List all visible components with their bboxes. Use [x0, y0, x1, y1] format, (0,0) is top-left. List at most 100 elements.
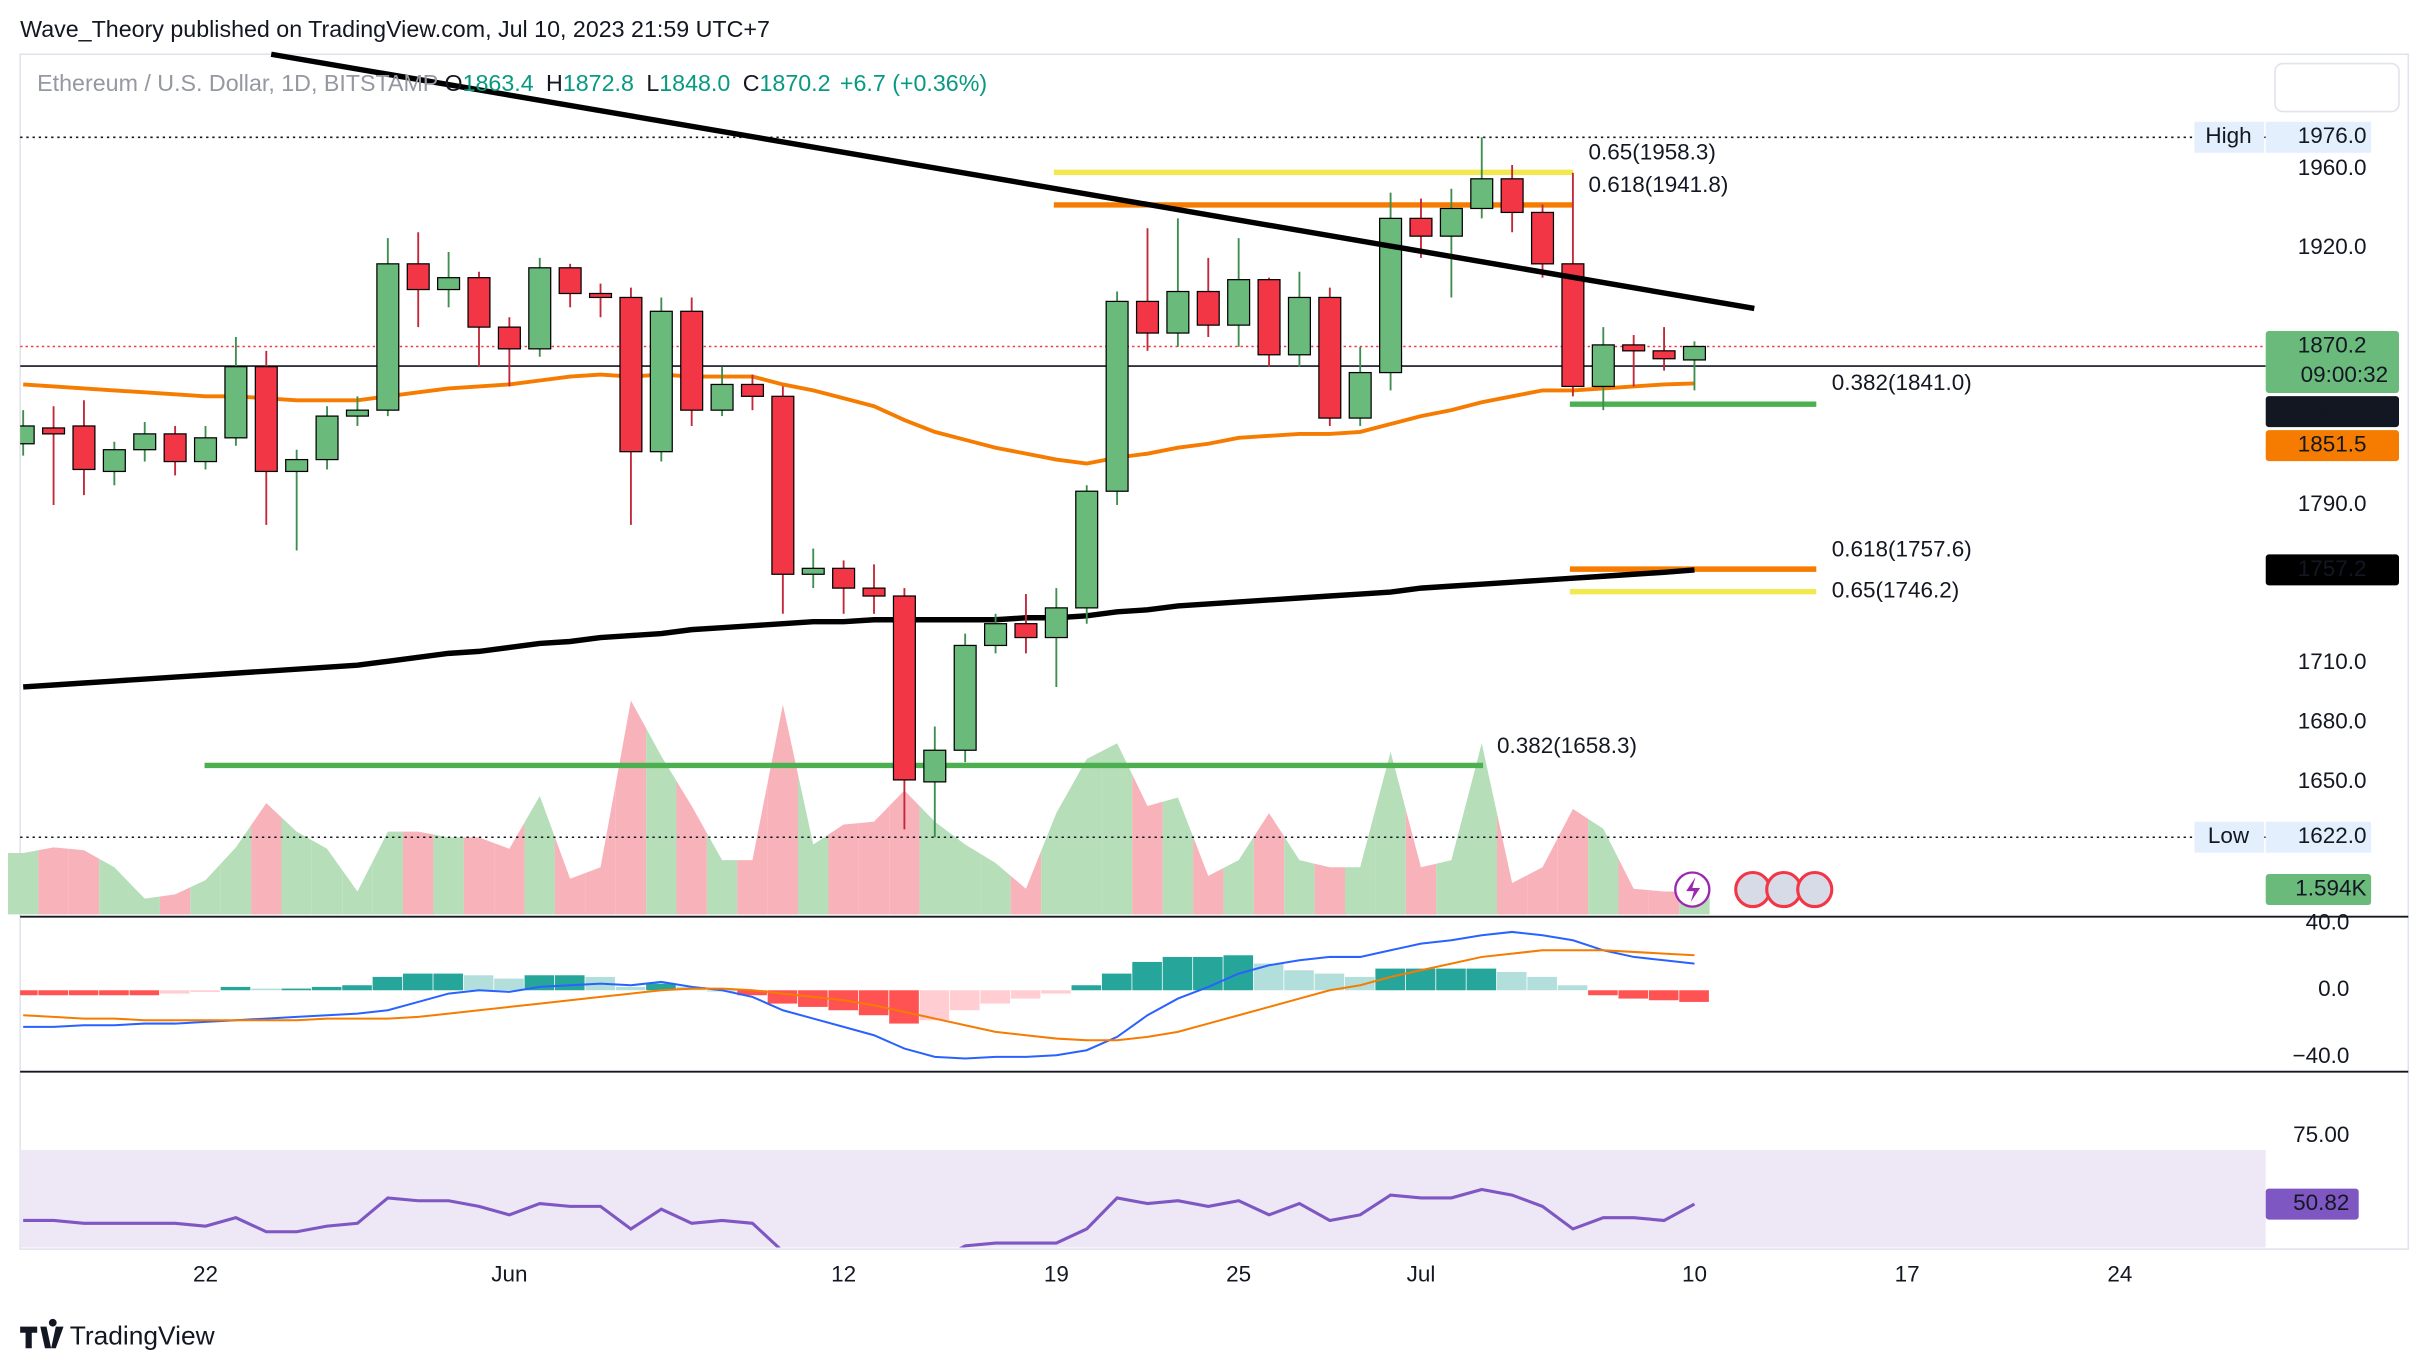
volume-area: [372, 831, 404, 915]
candle-body: [1409, 217, 1433, 237]
volume-area: [463, 837, 495, 915]
ema-line: [23, 372, 1695, 466]
candle-body: [1196, 290, 1220, 326]
candle-body: [801, 567, 825, 575]
level-tag-text: Low: [2208, 823, 2250, 848]
x-tick-label: Jul: [1407, 1261, 1436, 1286]
macd-histogram-bar: [980, 990, 1010, 1004]
volume-area: [919, 805, 950, 915]
macd-histogram-bar: [1375, 968, 1406, 991]
flag-icon[interactable]: [1796, 870, 1834, 909]
trendline: [270, 51, 1755, 312]
volume-area: [554, 837, 586, 915]
rsi-line: [23, 1187, 1696, 1248]
volume-area: [99, 858, 130, 915]
volume-area: [494, 822, 525, 915]
volume-area: [798, 774, 829, 915]
ohlc-key: L: [646, 70, 659, 96]
volume-area: [1375, 751, 1406, 915]
legend: Ethereum / U.S. Dollar, 1D, BITSTAMP O186…: [37, 70, 987, 96]
candle-body: [1622, 344, 1646, 352]
macd-histogram-bar: [1618, 990, 1649, 999]
ohlc-key: C: [743, 70, 760, 96]
volume-area: [706, 833, 738, 915]
candle-body: [345, 409, 369, 417]
volume-area: [1193, 836, 1224, 915]
candle-body: [1500, 178, 1524, 214]
brand-name: TradingView: [70, 1320, 216, 1350]
macd-histogram-bar: [281, 988, 312, 991]
macd-histogram-bar: [949, 990, 980, 1011]
macd-histogram-bar: [1557, 985, 1588, 991]
candle-body: [1044, 607, 1068, 639]
flag-icon[interactable]: [1765, 870, 1803, 909]
macd-histogram-bar: [889, 990, 919, 1024]
candle-body: [406, 263, 430, 291]
candle-body: [1318, 296, 1342, 419]
candle-body: [1652, 350, 1676, 360]
x-tick-label: 19: [1044, 1261, 1069, 1286]
macd-histogram-bar: [554, 975, 585, 991]
countdown: 09:00:32: [2301, 362, 2388, 387]
macd-histogram-bar: [1162, 956, 1193, 991]
candle-body: [254, 366, 278, 473]
level-value: 1976.0: [2298, 123, 2367, 148]
fib-label: 0.382(1841.0): [1832, 370, 1972, 395]
macd-histogram-bar: [190, 990, 220, 992]
fib-label: 0.65(1958.3): [1588, 140, 1715, 165]
fib-label: 0.618(1941.8): [1588, 172, 1728, 197]
volume-area: [1223, 836, 1254, 915]
signal-line: [23, 949, 1695, 1042]
candle-body: [710, 383, 734, 411]
volume-area: [646, 728, 677, 915]
macd-histogram-bar: [433, 973, 464, 991]
flag-icon[interactable]: [1734, 870, 1772, 909]
macd-histogram-bar: [20, 990, 38, 996]
x-tick-label: 22: [193, 1261, 218, 1286]
macd-histogram-bar: [1527, 976, 1557, 991]
menu-button[interactable]: [2274, 62, 2400, 113]
volume-tag: 1.594K: [2295, 875, 2366, 900]
ohlc-value: 1848.0: [659, 70, 730, 96]
ohlc-key: O: [445, 70, 463, 96]
candle-body: [1135, 300, 1160, 334]
volume-area: [190, 863, 221, 915]
volume-area: [433, 834, 464, 915]
fib-label: 0.618(1757.6): [1832, 536, 1972, 561]
rsi-tag-bg: [2265, 1188, 2359, 1220]
price-tag-bg: [2265, 554, 2400, 586]
volume-area: [1648, 890, 1680, 915]
candle-body: [102, 449, 126, 473]
volume-area: [980, 853, 1011, 915]
price-tag: 1757.2: [2298, 556, 2367, 581]
candle-body: [649, 310, 673, 453]
volume-area: [1132, 774, 1163, 915]
macd-histogram-bar: [798, 990, 828, 1007]
candle-body: [1561, 263, 1585, 388]
y-tick-label: 1920.0: [2298, 234, 2367, 259]
candle-body: [619, 296, 643, 453]
level-tag-text: High: [2205, 123, 2251, 148]
candle-body: [771, 395, 795, 575]
macd-histogram-bar: [1010, 990, 1041, 999]
volume-area: [403, 831, 434, 915]
candle-body: [497, 326, 521, 350]
y-tick-label: 1960.0: [2298, 155, 2367, 180]
volume-area: [767, 704, 799, 915]
macd-histogram-bar: [129, 990, 160, 996]
x-tick-label: 24: [2107, 1261, 2132, 1286]
level-value-bg: [2265, 821, 2372, 853]
macd-histogram-bar: [646, 983, 676, 991]
macd-histogram-bar: [1496, 971, 1527, 991]
macd-histogram-bar: [1284, 970, 1314, 991]
macd-histogram-bar: [159, 990, 190, 994]
candle-body: [1014, 623, 1038, 639]
volume-tag-bg: [2265, 874, 2372, 906]
ohlc-value: 1863.4: [463, 70, 534, 96]
x-tick-label: 17: [1895, 1261, 1920, 1286]
candle-body: [832, 567, 856, 589]
volume-area: [1345, 809, 1376, 915]
chart-frame: [19, 53, 2410, 1250]
